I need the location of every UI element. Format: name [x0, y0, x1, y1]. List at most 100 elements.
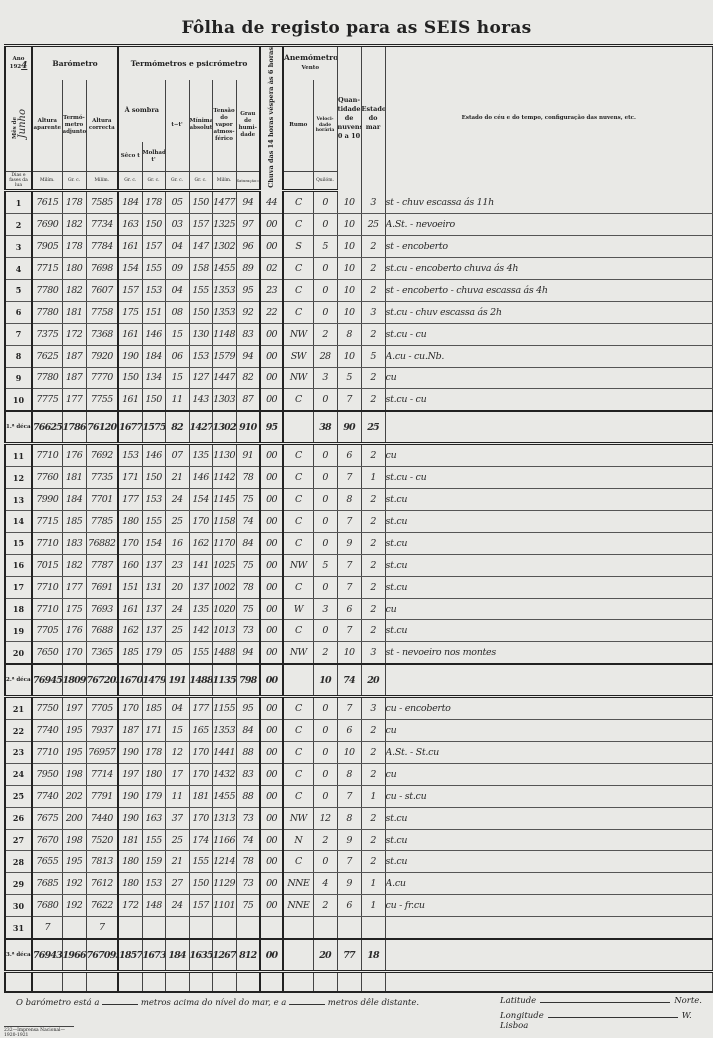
- corrected-height-cell: 76882: [85, 532, 119, 555]
- blank-cell: [336, 971, 362, 994]
- wet-temp-cell: [141, 916, 166, 940]
- sea-state-cell: 2: [360, 257, 386, 280]
- wind-speed-cell: 2: [312, 894, 338, 918]
- rain-cell: 00: [259, 532, 284, 555]
- vapour-tension-cell: 1432: [211, 763, 237, 786]
- blank-cell: [235, 971, 261, 994]
- cloud-amount-cell: 7: [336, 619, 362, 643]
- day-number: 18: [4, 598, 33, 621]
- sky-state-header: Estado do céu e do tempo, configuração d…: [384, 45, 713, 191]
- cloud-amount-cell: 8: [336, 488, 362, 511]
- altitude-blank[interactable]: [102, 1004, 139, 1005]
- day-number: 27: [4, 829, 33, 852]
- wet-temp-cell: 179: [141, 785, 166, 808]
- humidity-cell: 73: [235, 619, 261, 643]
- apparent-height-cell: 7740: [31, 785, 63, 808]
- temp-diff-cell: 11: [164, 785, 190, 808]
- table-row: 10 7775 177 7755 161 150 11 143 1303 87 00 C 0 7 2 st.c…: [4, 388, 713, 412]
- corrected-height-cell: 7368: [85, 323, 119, 346]
- apparent-height-cell: 7780: [31, 367, 63, 390]
- sea-state-cell: 2: [360, 488, 386, 511]
- day-number: 17: [4, 576, 33, 599]
- rain-cell: 00: [259, 641, 284, 665]
- sea-state-cell: 2: [360, 532, 386, 555]
- temp-diff-cell: 11: [164, 388, 190, 412]
- rain-cell: 00: [259, 894, 284, 918]
- rain-cell: 00: [259, 829, 284, 852]
- corrected-height-total: 76120: [85, 410, 119, 446]
- corrected-height-cell: 7937: [85, 719, 119, 743]
- latitude-blank[interactable]: [540, 1002, 671, 1003]
- wet-temp-cell: 155: [141, 257, 166, 280]
- day-number: 15: [4, 532, 33, 555]
- sea-state-cell: 2: [360, 850, 386, 874]
- sky-remarks-cell: st.cu: [384, 619, 713, 643]
- minimum-temp-cell: 141: [188, 554, 213, 577]
- temp-diff-cell: 08: [164, 301, 190, 324]
- wind-direction-cell: C: [282, 763, 314, 786]
- humidity-cell: 75: [235, 554, 261, 577]
- corrected-height-cell: 7920: [85, 345, 119, 368]
- minimum-temp-cell: 150: [188, 190, 213, 215]
- cloud-amount-cell: [336, 916, 362, 940]
- rain-cell: 00: [259, 807, 284, 830]
- sky-remarks-cell: cu: [384, 719, 713, 743]
- temp-diff-cell: 24: [164, 488, 190, 511]
- sea-state-cell: 2: [360, 443, 386, 468]
- wind-speed-cell: 0: [312, 510, 338, 533]
- vapour-tension-cell: 1020: [211, 598, 237, 621]
- sky-remarks-cell: st.cu - chuv escassa ás 2h: [384, 301, 713, 324]
- wind-speed-cell: 0: [312, 619, 338, 643]
- wind-speed-total: 20: [312, 938, 338, 974]
- dry-temp-cell: 190: [117, 785, 143, 808]
- wind-speed-cell: 5: [312, 554, 338, 577]
- minimum-temp-cell: 127: [188, 367, 213, 390]
- table-row: 9 7780 187 7770 150 134 15 127 1447 82 00 NW 3 5 2 cu: [4, 367, 713, 390]
- wind-speed-cell: 0: [312, 850, 338, 874]
- wind-speed-cell: 0: [312, 190, 338, 215]
- rain-cell: 00: [259, 323, 284, 346]
- wind-direction-cell: C: [282, 576, 314, 599]
- wet-temp-cell: 150: [141, 388, 166, 412]
- rain-cell: 44: [259, 190, 284, 215]
- sea-state-cell: 2: [360, 741, 386, 764]
- unit-label: Gr. c.: [141, 171, 166, 193]
- longitude-label: Longitude: [500, 1011, 544, 1021]
- rain-cell: 00: [259, 510, 284, 533]
- apparent-height-cell: 7655: [31, 850, 63, 874]
- sea-state-cell: 3: [360, 190, 386, 215]
- dry-temp-cell: 161: [117, 388, 143, 412]
- wind-direction-total: [282, 410, 314, 446]
- humidity-total: 798: [235, 663, 261, 699]
- decade-label: 2.ª década: [4, 663, 33, 699]
- sky-remarks-cell: [384, 916, 713, 940]
- sky-remarks-cell: A.cu: [384, 872, 713, 896]
- wet-temp-cell: 150: [141, 466, 166, 490]
- table-row: 11 7710 176 7692 153 146 07 135 1130 91 00 C 0 6 2 cu: [4, 443, 713, 468]
- vapour-tension-cell: 1488: [211, 641, 237, 665]
- corrected-height-cell: 7714: [85, 763, 119, 786]
- cloud-amount-cell: 10: [336, 741, 362, 764]
- wet-temp-cell: 159: [141, 850, 166, 874]
- attached-temp-total: 1809: [61, 663, 87, 699]
- temp-diff-cell: 25: [164, 510, 190, 533]
- dry-temp-cell: 175: [117, 301, 143, 324]
- day-number: 11: [4, 443, 33, 468]
- rain-cell: 00: [259, 785, 284, 808]
- sea-state-cell: 25: [360, 213, 386, 237]
- vapour-tension-total: 11358: [211, 663, 237, 699]
- wet-temp-cell: 146: [141, 443, 166, 468]
- vapour-tension-total: 13028: [211, 410, 237, 446]
- humidity-cell: 91: [235, 443, 261, 468]
- footer-text: metros dêle distante.: [327, 998, 420, 1008]
- distance-blank[interactable]: [289, 1004, 326, 1005]
- wind-direction-cell: C: [282, 443, 314, 468]
- wet-temp-total: 1575: [141, 410, 166, 446]
- apparent-height-cell: 7990: [31, 488, 63, 511]
- apparent-height-cell: 7680: [31, 894, 63, 918]
- longitude-blank[interactable]: [547, 1017, 678, 1018]
- temp-diff-cell: 04: [164, 279, 190, 302]
- rain-cell: 00: [259, 213, 284, 237]
- humidity-cell: 88: [235, 741, 261, 764]
